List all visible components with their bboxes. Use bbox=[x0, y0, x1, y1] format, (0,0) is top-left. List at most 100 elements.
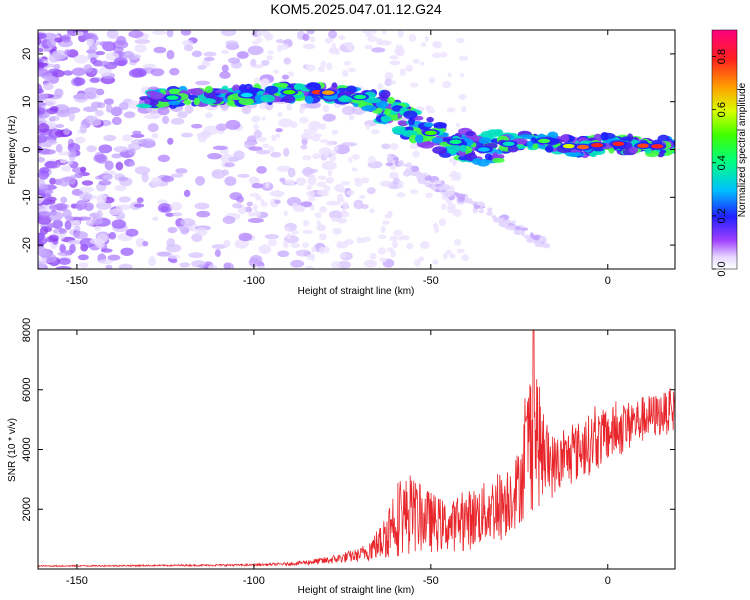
ridge-cell bbox=[305, 95, 314, 104]
noise-cell bbox=[74, 31, 84, 37]
ridge-cell bbox=[380, 90, 387, 100]
noise-cell bbox=[225, 119, 241, 130]
ridge-peak bbox=[424, 130, 437, 135]
noise-cell bbox=[419, 61, 425, 66]
noise-cell bbox=[360, 177, 370, 184]
noise-cell bbox=[253, 123, 260, 131]
noise-cell bbox=[244, 206, 253, 213]
noise-cell bbox=[339, 241, 349, 249]
noise-cell bbox=[46, 38, 56, 49]
snr-x-ticks: -150 -100 -50 0 bbox=[66, 330, 611, 587]
noise-cell bbox=[404, 168, 413, 173]
noise-cell bbox=[385, 162, 394, 167]
noise-cell bbox=[248, 211, 256, 217]
noise-cell bbox=[452, 208, 462, 217]
noise-cell bbox=[236, 195, 245, 203]
noise-cell bbox=[438, 218, 447, 227]
noise-cell bbox=[134, 166, 151, 175]
noise-cell bbox=[379, 180, 393, 187]
noise-cell bbox=[326, 200, 341, 206]
noise-cell bbox=[125, 228, 139, 237]
noise-cell bbox=[341, 142, 358, 147]
noise-cell bbox=[306, 254, 315, 261]
noise-cell bbox=[133, 203, 145, 208]
noise-cell bbox=[115, 161, 124, 171]
noise-cell bbox=[393, 229, 403, 236]
ridge-cell bbox=[149, 92, 165, 100]
noise-cell bbox=[310, 134, 321, 142]
noise-cell bbox=[459, 72, 465, 78]
ridge-peak bbox=[576, 144, 589, 150]
noise-cell bbox=[151, 133, 159, 139]
noise-cell bbox=[224, 176, 237, 187]
noise-cell bbox=[118, 102, 129, 111]
spectrogram-cells bbox=[38, 30, 675, 269]
colorbar-ticks: 0.0 0.2 0.4 0.6 0.8 bbox=[712, 49, 728, 277]
noise-cell bbox=[212, 145, 228, 151]
noise-cell bbox=[299, 205, 305, 213]
noise-cell bbox=[90, 101, 102, 109]
noise-cell bbox=[101, 60, 109, 66]
ridge-cell bbox=[471, 157, 482, 165]
noise-cell bbox=[347, 67, 357, 72]
noise-cell bbox=[412, 58, 420, 64]
noise-cell bbox=[330, 150, 338, 157]
ridge-peak bbox=[637, 143, 650, 148]
noise-cell bbox=[318, 246, 326, 255]
noise-cell bbox=[105, 264, 113, 269]
noise-cell bbox=[259, 102, 267, 110]
noise-cell bbox=[382, 220, 390, 225]
noise-cell bbox=[40, 225, 49, 231]
noise-cell bbox=[203, 56, 215, 62]
noise-cell bbox=[382, 30, 387, 35]
y-tick-label: 20 bbox=[21, 48, 33, 60]
noise-cell bbox=[95, 239, 105, 249]
noise-cell bbox=[527, 238, 533, 243]
noise-cell bbox=[207, 264, 218, 269]
noise-cell bbox=[454, 238, 462, 246]
noise-cell bbox=[379, 257, 387, 263]
noise-cell bbox=[132, 130, 142, 135]
noise-cell bbox=[257, 137, 267, 142]
noise-cell bbox=[300, 144, 308, 150]
noise-cell bbox=[232, 202, 243, 209]
spectrogram-x-ticks: -150 -100 -50 0 bbox=[66, 30, 611, 287]
ridge-cell bbox=[274, 82, 289, 88]
noise-cell bbox=[377, 234, 387, 239]
ridge-cell bbox=[408, 117, 415, 126]
noise-cell bbox=[458, 55, 469, 61]
noise-cell bbox=[364, 236, 371, 242]
noise-cell bbox=[281, 74, 290, 80]
noise-cell bbox=[260, 201, 269, 207]
noise-cell bbox=[451, 176, 461, 182]
noise-cell bbox=[54, 37, 64, 43]
ridge-cell bbox=[293, 83, 305, 90]
noise-cell bbox=[331, 261, 341, 269]
noise-cell bbox=[183, 189, 191, 198]
noise-cell bbox=[48, 234, 59, 242]
noise-cell bbox=[251, 64, 264, 69]
noise-cell bbox=[320, 138, 329, 144]
noise-cell bbox=[289, 121, 298, 129]
x-tick-label: 0 bbox=[605, 575, 611, 587]
noise-cell bbox=[390, 249, 397, 258]
noise-cell bbox=[447, 72, 452, 78]
noise-cell bbox=[64, 220, 72, 231]
ridge-cell bbox=[426, 116, 434, 123]
noise-cell bbox=[325, 38, 331, 44]
noise-cell bbox=[387, 210, 393, 218]
ridge-cell bbox=[459, 144, 467, 152]
noise-cell bbox=[38, 37, 42, 46]
snr-series-line bbox=[37, 329, 676, 568]
noise-cell bbox=[442, 252, 448, 260]
noise-cell bbox=[58, 151, 73, 156]
noise-cell bbox=[316, 224, 327, 232]
spectrogram-x-axis-label: Height of straight line (km) bbox=[298, 286, 415, 297]
noise-cell bbox=[487, 207, 493, 212]
noise-cell bbox=[62, 209, 72, 219]
ridge-cell bbox=[183, 99, 192, 105]
noise-cell bbox=[410, 165, 420, 173]
noise-cell bbox=[266, 55, 273, 61]
noise-cell bbox=[107, 254, 121, 261]
noise-cell bbox=[405, 64, 414, 72]
